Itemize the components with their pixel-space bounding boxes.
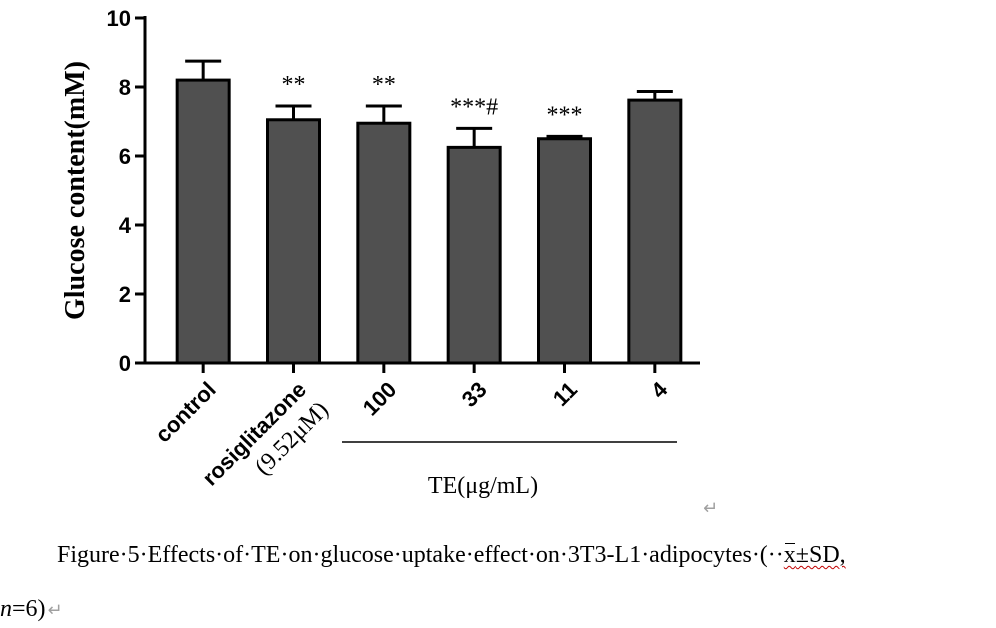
return-symbol: ↵ [703,498,719,519]
bar [356,121,412,365]
x-tick-label: control [150,377,220,447]
y-tick-label: 6 [119,144,131,169]
figure-caption: Figure·5·Effects·of·TE·on·glucose·uptake… [0,530,996,628]
caption-sd: ±SD, [795,542,846,568]
x-tick-label: 100 [358,377,402,421]
bar [175,78,231,365]
caption-n-value: =6) [12,596,46,622]
caption-n: n [0,596,12,622]
x-tick-label: 11 [548,377,582,411]
y-tick-label: 10 [107,6,131,31]
significance-label: ** [372,72,396,98]
bar [537,137,592,365]
mean-symbol: x [783,542,796,568]
y-tick-label: 8 [119,75,131,100]
bar [266,118,321,365]
significance-label: ** [282,72,306,98]
return-symbol: ↵ [47,600,63,621]
significance-label: ***# [450,94,498,120]
caption-line-2: n=6) ↵ [0,596,63,623]
y-axis-title: Glucose content(mM) [60,61,91,320]
x-tick-label: 4 [646,376,673,403]
bar [627,98,683,365]
bar-chart: ** ** ***# *** 0 2 4 6 8 10 Glucose content(mM) con… [60,6,700,499]
x-tick-label: 33 [457,377,492,412]
significance-label: *** [547,102,583,128]
y-tick-label: 4 [119,213,132,238]
group-label: TE(μg/mL) [428,473,538,499]
caption-text: Figure·5·Effects·of·TE·on·glucose·uptake… [57,542,784,568]
y-tick-label: 0 [119,351,131,376]
y-tick-label: 2 [119,282,131,307]
caption-line-1: Figure·5·Effects·of·TE·on·glucose·uptake… [57,542,846,569]
bar [446,145,502,365]
